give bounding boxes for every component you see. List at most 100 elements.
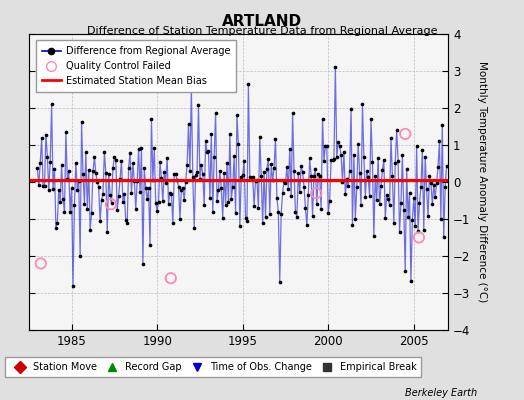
Legend: Station Move, Record Gap, Time of Obs. Change, Empirical Break: Station Move, Record Gap, Time of Obs. C…	[5, 357, 421, 377]
Point	[351, 216, 359, 222]
Point	[220, 170, 228, 176]
Point	[179, 184, 187, 191]
Point	[303, 222, 311, 229]
Point	[300, 184, 308, 190]
Point	[381, 215, 389, 221]
Point	[193, 169, 201, 176]
Point	[80, 200, 89, 207]
Point	[398, 152, 407, 158]
Point	[365, 193, 374, 200]
Point	[333, 154, 341, 161]
Point	[268, 176, 277, 183]
Point	[48, 101, 56, 108]
Point	[155, 199, 163, 205]
Point	[266, 210, 274, 217]
Point	[334, 138, 342, 145]
Point	[434, 164, 442, 170]
Point	[133, 178, 141, 184]
Point	[33, 165, 41, 172]
Point	[248, 174, 257, 180]
Point	[35, 182, 43, 188]
Point	[354, 141, 363, 148]
Point	[104, 171, 113, 178]
Point	[361, 194, 369, 200]
Point	[226, 131, 234, 137]
Point	[243, 218, 251, 224]
Point	[137, 144, 146, 151]
Point	[428, 201, 436, 208]
Point	[397, 200, 405, 207]
Point	[171, 171, 180, 177]
Point	[301, 204, 310, 211]
Point	[153, 208, 161, 214]
Point	[214, 186, 223, 193]
Point	[141, 185, 150, 192]
Point	[353, 184, 361, 190]
Point	[116, 175, 124, 182]
Point	[256, 134, 264, 140]
Point	[404, 214, 412, 220]
Point	[167, 191, 176, 197]
Point	[287, 193, 296, 200]
Point	[410, 195, 418, 202]
Point	[258, 219, 267, 226]
Point	[213, 198, 221, 204]
Point	[345, 168, 354, 174]
Point	[102, 169, 110, 176]
Point	[320, 158, 328, 164]
Point	[344, 183, 353, 190]
Point	[371, 172, 379, 179]
Point	[206, 195, 214, 201]
Point	[42, 132, 50, 138]
Point	[321, 143, 330, 149]
Point	[263, 165, 271, 172]
Point	[441, 184, 450, 190]
Point	[236, 222, 244, 229]
Point	[254, 205, 263, 211]
Point	[176, 216, 184, 222]
Point	[227, 196, 235, 202]
Point	[383, 192, 391, 198]
Point	[355, 170, 364, 176]
Point	[388, 173, 397, 180]
Point	[325, 198, 334, 204]
Point	[223, 160, 231, 166]
Point	[147, 116, 156, 122]
Point	[122, 217, 130, 223]
Point	[313, 200, 321, 207]
Point	[412, 142, 421, 149]
Point	[210, 154, 219, 160]
Point	[290, 168, 298, 174]
Point	[298, 169, 307, 175]
Point	[113, 207, 122, 213]
Point	[40, 182, 49, 189]
Point	[43, 153, 51, 160]
Point	[233, 112, 241, 118]
Point	[331, 64, 340, 70]
Point	[201, 138, 210, 144]
Point	[282, 164, 291, 170]
Point	[66, 209, 74, 216]
Point	[86, 227, 94, 234]
Point	[257, 173, 266, 179]
Point	[242, 215, 250, 221]
Point	[83, 206, 92, 212]
Point	[185, 168, 194, 174]
Point	[230, 153, 238, 159]
Point	[167, 275, 175, 282]
Point	[253, 176, 261, 183]
Point	[69, 282, 77, 289]
Point	[106, 191, 114, 198]
Point	[149, 176, 157, 183]
Point	[350, 152, 358, 158]
Point	[305, 155, 314, 162]
Point	[173, 177, 181, 184]
Point	[84, 166, 93, 173]
Point	[109, 165, 117, 171]
Point	[60, 209, 69, 216]
Point	[181, 178, 190, 185]
Point	[277, 210, 286, 217]
Point	[416, 200, 424, 206]
Point	[151, 200, 160, 206]
Point	[392, 127, 401, 133]
